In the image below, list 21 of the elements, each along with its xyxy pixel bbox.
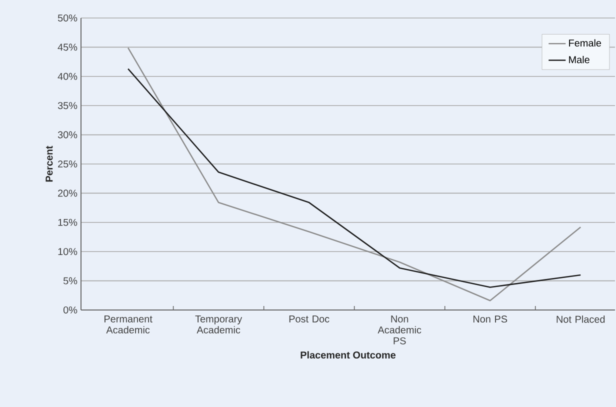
y-tick-label: 50% <box>58 14 78 22</box>
x-tick-label: Post Doc <box>289 316 330 322</box>
y-tick-label: 30% <box>58 131 78 138</box>
y-tick-label: 40% <box>58 72 78 80</box>
y-tick-label: 45% <box>58 44 78 51</box>
x-tick-label: Temporary Academic <box>195 316 242 334</box>
y-tick-label: 5% <box>63 277 78 284</box>
y-tick-label: 35% <box>58 102 78 110</box>
x-tick-label: Permanent Academic <box>104 316 152 334</box>
y-tick-label: 15% <box>58 218 78 226</box>
x-tick-label: Non Academic PS <box>378 316 422 344</box>
y-tick-label: 20% <box>58 190 78 197</box>
y-tick-label: 10% <box>58 248 78 256</box>
x-tick-label: Not Placed <box>556 316 605 323</box>
x-tick-label: Non PS <box>473 316 508 323</box>
y-tick-label: 0% <box>63 306 78 314</box>
legend-label: Female <box>569 39 602 47</box>
x-axis-title: Placement Outcome <box>300 351 396 359</box>
y-tick-label: 25% <box>58 160 78 168</box>
y-axis-title: Percent <box>46 146 53 182</box>
legend-label: Male <box>569 56 590 64</box>
